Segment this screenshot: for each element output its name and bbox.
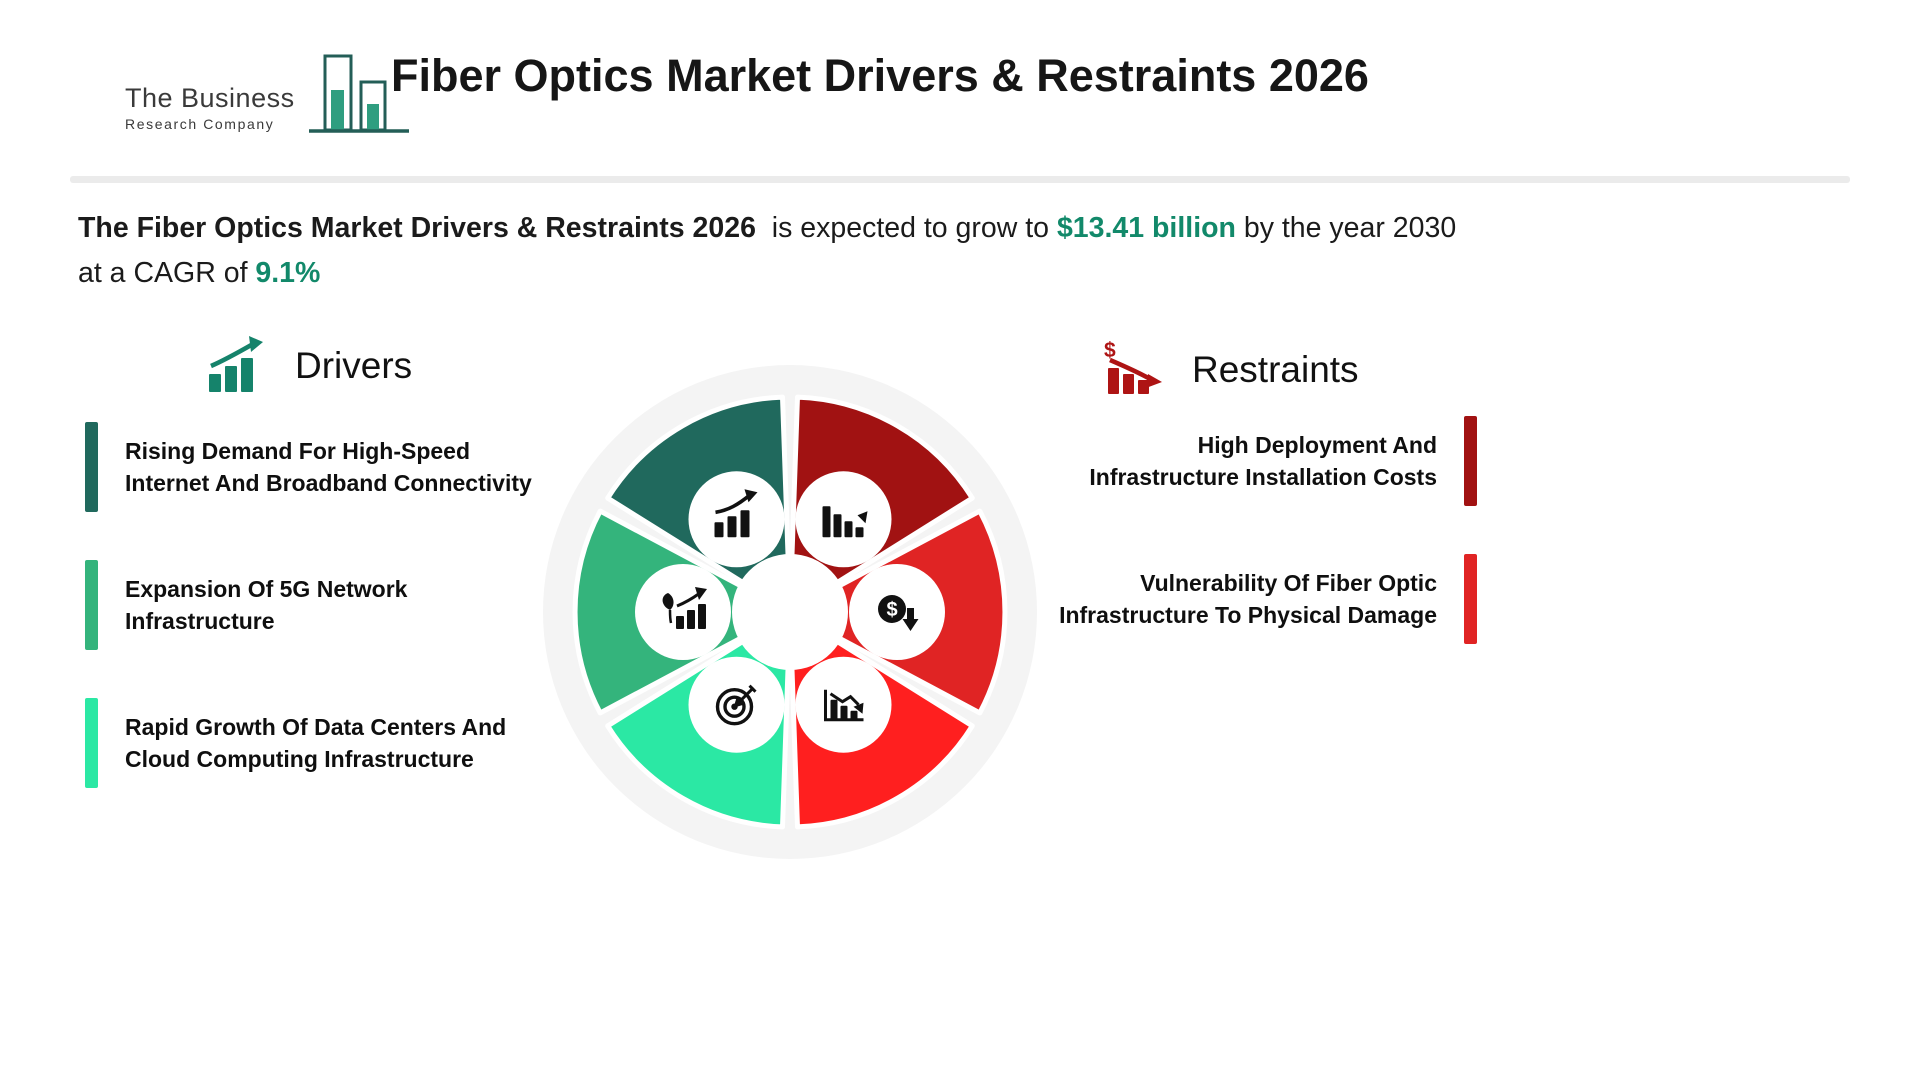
dollar-decrease-icon: $ — [878, 595, 919, 631]
logo-bar-chart-icon — [308, 54, 409, 133]
driver-item-1: Rising Demand For High-Speed Internet An… — [85, 422, 555, 512]
plant-growth-chart-icon — [662, 587, 707, 629]
driver-item-3: Rapid Growth Of Data Centers And Cloud C… — [85, 698, 555, 788]
drivers-restraints-wheel: $ — [540, 362, 1040, 862]
medallion-restraint-1 — [795, 471, 892, 568]
company-logo-text: The Business Research Company — [125, 83, 295, 138]
medallion-restraint-3 — [795, 656, 892, 753]
driver-color-bar-1 — [85, 422, 98, 512]
restraint-color-bar-1 — [1464, 416, 1477, 506]
restraints-icon-dollar: $ — [1104, 340, 1116, 362]
dollar-glyph: $ — [886, 599, 897, 621]
logo-line1: The Business — [125, 83, 295, 113]
drivers-heading: Drivers — [295, 345, 413, 386]
logo-line2: Research Company — [125, 116, 275, 132]
intro-tail: at a CAGR of — [78, 257, 256, 289]
restraint-text-2: Vulnerability Of Fiber Optic Infrastruct… — [1059, 570, 1437, 628]
page-title: Fiber Optics Market Drivers & Restraints… — [391, 50, 1369, 101]
drivers-header: Drivers — [203, 336, 412, 396]
header-divider — [70, 176, 1850, 183]
declining-bars-icon — [822, 506, 868, 538]
growth-bars-arrow-icon — [209, 336, 263, 392]
intro-lead: The Fiber Optics Market Drivers & Restra… — [78, 212, 756, 244]
restraint-color-bar-2 — [1464, 554, 1477, 644]
restraints-header: $ Restraints — [1100, 340, 1359, 400]
driver-item-2: Expansion Of 5G Network Infrastructure — [85, 560, 555, 650]
driver-color-bar-3 — [85, 698, 98, 788]
restraint-text-1: High Deployment And Infrastructure Insta… — [1089, 432, 1437, 490]
restraints-list: High Deployment And Infrastructure Insta… — [1037, 416, 1477, 644]
driver-text-1: Rising Demand For High-Speed Internet An… — [125, 438, 532, 496]
intro-mid2: by the year 2030 — [1235, 212, 1457, 244]
wheel-diagram-svg: $ — [543, 365, 1037, 859]
market-value: $13.41 billion — [1056, 212, 1236, 244]
wheel-hub — [732, 554, 848, 670]
driver-text-2: Expansion Of 5G Network Infrastructure — [125, 576, 408, 634]
restraint-item-2: Vulnerability Of Fiber Optic Infrastruct… — [1037, 554, 1477, 644]
intro-paragraph: The Fiber Optics Market Drivers & Restra… — [78, 206, 1638, 296]
target-icon — [715, 684, 757, 726]
intro-mid: is expected to grow to — [755, 212, 1057, 244]
cagr-value: 9.1% — [255, 257, 321, 289]
driver-color-bar-2 — [85, 560, 98, 650]
medallion-driver-2 — [635, 564, 731, 660]
decline-bars-dollar-icon: $ — [1104, 340, 1162, 394]
restraint-item-1: High Deployment And Infrastructure Insta… — [1037, 416, 1477, 506]
driver-text-3: Rapid Growth Of Data Centers And Cloud C… — [125, 714, 507, 772]
restraints-heading: Restraints — [1192, 349, 1359, 390]
company-logo: The Business Research Company — [125, 52, 411, 138]
drivers-list: Rising Demand For High-Speed Internet An… — [85, 422, 555, 788]
trend-up-chart-icon — [714, 489, 758, 538]
declining-line-chart-icon — [824, 689, 864, 722]
